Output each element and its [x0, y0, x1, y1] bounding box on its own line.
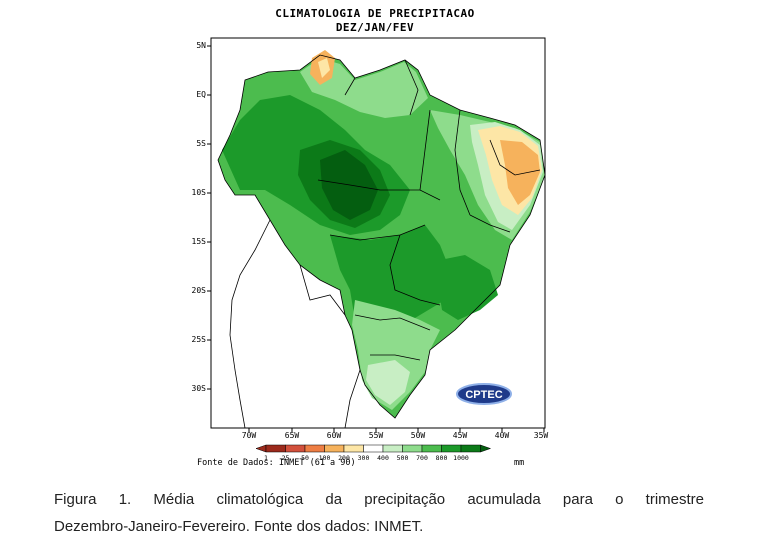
- map-subtitle: DEZ/JAN/FEV: [335, 21, 415, 34]
- caption-line-2: Dezembro-Janeiro-Fevereiro. Fonte dos da…: [54, 518, 424, 535]
- legend-swatch: [460, 444, 481, 453]
- legend-tick-label: 50: [301, 454, 309, 462]
- legend-swatch: [402, 444, 423, 453]
- lat-label: EQ: [196, 90, 206, 99]
- map-title: CLIMATOLOGIA DE PRECIPITACAO: [275, 7, 475, 20]
- legend-tick-label: 500: [397, 454, 409, 462]
- lon-label: 45W: [453, 431, 468, 440]
- legend-tick-label: 800: [436, 454, 448, 462]
- lat-label: 20S: [192, 286, 207, 295]
- lon-label: 65W: [285, 431, 300, 440]
- legend-swatch: [304, 444, 325, 453]
- legend-swatch: [421, 444, 442, 453]
- legend-swatch: [265, 444, 286, 453]
- unit-label: mm: [514, 458, 525, 468]
- lat-label: 30S: [192, 384, 207, 393]
- legend-tick-label: 700: [416, 454, 428, 462]
- legend-swatch: [363, 444, 384, 453]
- lon-label: 60W: [327, 431, 342, 440]
- lat-label: 5N: [196, 41, 206, 50]
- legend-tick-label: 25: [282, 454, 290, 462]
- legend-tick-label: 300: [358, 454, 370, 462]
- legend-swatch: [285, 444, 306, 453]
- longitude-axis: 70W 65W 60W 55W 50W 45W 40W 35W: [242, 428, 549, 440]
- legend-swatch: [324, 444, 345, 453]
- lat-label: 25S: [192, 335, 207, 344]
- caption-line-1: Figura 1. Média climatológica da precipi…: [54, 491, 704, 508]
- logo-text: CPTEC: [465, 389, 502, 401]
- figure-caption: Figura 1. Média climatológica da precipi…: [54, 486, 704, 540]
- data-source: Fonte de Dados: INMET (61 a 90): [197, 458, 356, 468]
- legend-swatch: [382, 444, 403, 453]
- lon-label: 70W: [242, 431, 257, 440]
- legend-tick-label: 1: [264, 454, 268, 462]
- legend-tick-label: 200: [338, 454, 350, 462]
- legend-arrow-high: [480, 444, 492, 453]
- legend-colorbar: 1 25 50 100 200 300 400 500 700 800 1000: [255, 444, 492, 462]
- lon-label: 40W: [495, 431, 510, 440]
- borders: [217, 54, 546, 429]
- lon-label: 35W: [534, 431, 549, 440]
- legend-swatch: [441, 444, 462, 453]
- lon-label: 55W: [369, 431, 384, 440]
- lat-label: 15S: [192, 237, 207, 246]
- latitude-axis: 5N EQ 5S 10S 15S 20S 25S 30S: [192, 41, 211, 393]
- legend-swatch: [343, 444, 364, 453]
- lat-label: 10S: [192, 188, 207, 197]
- legend-tick-label: 400: [377, 454, 389, 462]
- lon-label: 50W: [411, 431, 426, 440]
- lat-label: 5S: [196, 139, 206, 148]
- legend-arrow-low: [255, 444, 267, 453]
- legend-tick-label: 100: [319, 454, 331, 462]
- cptec-logo: CPTEC: [456, 383, 512, 405]
- legend-tick-label: 1000: [453, 454, 469, 462]
